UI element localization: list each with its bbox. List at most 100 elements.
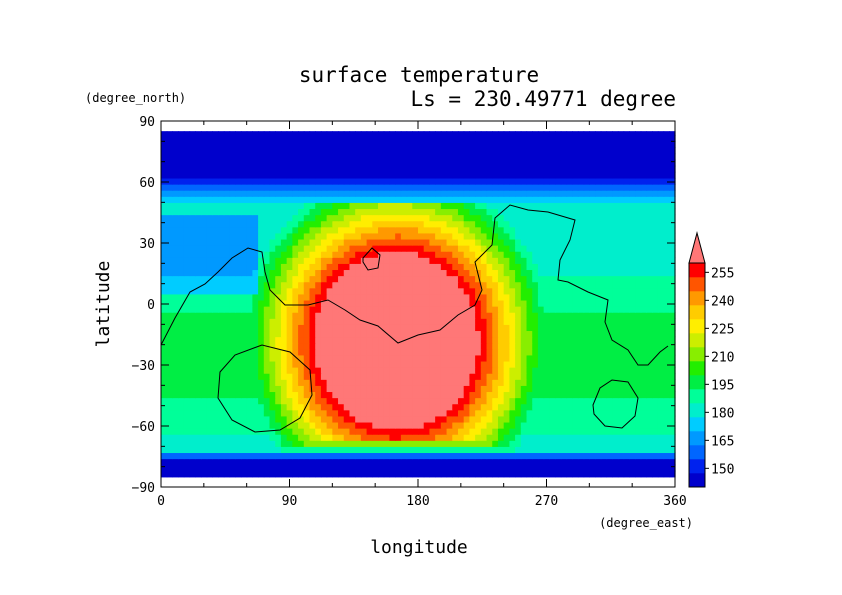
heatmap-cell — [212, 226, 219, 234]
heatmap-cell — [537, 153, 545, 161]
heatmap-cell — [583, 238, 590, 246]
heatmap-cell — [435, 159, 442, 167]
heatmap-cell — [617, 403, 625, 411]
heatmap-cell — [229, 275, 236, 283]
heatmap-cell — [366, 275, 373, 283]
heatmap-cell — [497, 196, 505, 203]
heatmap-cell — [235, 318, 242, 325]
heatmap-cell — [292, 263, 299, 271]
heatmap-cell — [166, 458, 174, 466]
heatmap-cell — [183, 263, 191, 271]
heatmap-cell — [515, 385, 522, 393]
heatmap-cell — [235, 409, 242, 417]
heatmap-cell — [229, 409, 236, 417]
heatmap-cell — [423, 238, 431, 246]
heatmap-cell — [275, 373, 282, 380]
heatmap-cell — [532, 177, 539, 185]
heatmap-cell — [258, 312, 265, 319]
heatmap-cell — [583, 428, 590, 435]
heatmap-cell — [332, 391, 339, 399]
heatmap-cell — [183, 208, 191, 216]
heatmap-cell — [475, 196, 482, 203]
heatmap-cell — [497, 269, 505, 277]
heatmap-cell — [183, 306, 191, 313]
heatmap-cell — [240, 421, 248, 429]
heatmap-cell — [412, 208, 419, 216]
heatmap-cell — [600, 409, 608, 417]
heatmap-cell — [480, 409, 488, 417]
heatmap-cell — [429, 428, 436, 435]
heatmap-cell — [560, 159, 568, 167]
heatmap-cell — [400, 464, 408, 472]
heatmap-cell — [497, 153, 505, 161]
heatmap-cell — [595, 226, 602, 234]
heatmap-cell — [315, 428, 322, 435]
heatmap-cell — [195, 434, 202, 441]
heatmap-cell — [406, 312, 413, 319]
heatmap-cell — [423, 306, 431, 313]
heatmap-cell — [326, 379, 333, 386]
heatmap-cell — [440, 421, 448, 429]
heatmap-cell — [555, 306, 562, 313]
heatmap-cell — [326, 415, 333, 423]
heatmap-cell — [395, 428, 402, 435]
heatmap-cell — [629, 251, 636, 258]
heatmap-cell — [286, 391, 293, 399]
heatmap-cell — [515, 141, 522, 149]
heatmap-cell — [646, 330, 653, 338]
heatmap-cell — [429, 159, 436, 167]
heatmap-cell — [172, 318, 179, 325]
heatmap-cell — [532, 165, 539, 173]
heatmap-cell — [583, 257, 590, 264]
heatmap-cell — [435, 190, 442, 197]
heatmap-cell — [429, 153, 436, 161]
heatmap-cell — [503, 403, 510, 411]
heatmap-cell — [657, 190, 665, 197]
heatmap-cell — [440, 184, 448, 191]
heatmap-cell — [497, 263, 505, 271]
heatmap-cell — [252, 324, 259, 332]
heatmap-cell — [595, 214, 602, 222]
heatmap-cell — [309, 306, 316, 313]
heatmap-cell — [452, 342, 459, 350]
heatmap-cell — [497, 202, 505, 210]
heatmap-cell — [218, 391, 225, 399]
heatmap-cell — [577, 220, 585, 228]
heatmap-cell — [537, 220, 545, 228]
heatmap-cell — [218, 177, 225, 185]
heatmap-cell — [600, 318, 608, 325]
heatmap-cell — [263, 415, 271, 423]
heatmap-cell — [452, 330, 459, 338]
heatmap-cell — [178, 312, 185, 319]
heatmap-cell — [657, 153, 665, 161]
heatmap-cell — [172, 263, 179, 271]
heatmap-cell — [595, 153, 602, 161]
heatmap-cell — [161, 251, 168, 258]
heatmap-cell — [172, 135, 179, 142]
heatmap-cell — [446, 458, 453, 466]
heatmap-cell — [172, 245, 179, 252]
heatmap-cell — [252, 147, 259, 155]
heatmap-cell — [269, 464, 276, 472]
heatmap-cell — [383, 470, 391, 478]
heatmap-cell — [560, 342, 568, 350]
heatmap-cell — [298, 415, 305, 423]
heatmap-cell — [446, 464, 453, 472]
heatmap-cell — [315, 360, 322, 368]
heatmap-cell — [583, 208, 590, 216]
heatmap-cell — [469, 397, 476, 405]
heatmap-cell — [240, 141, 248, 149]
heatmap-cell — [389, 415, 396, 423]
heatmap-cell — [600, 446, 608, 454]
heatmap-cell — [229, 312, 236, 319]
heatmap-cell — [372, 214, 379, 222]
heatmap-cell — [457, 251, 465, 258]
heatmap-cell — [549, 214, 556, 222]
heatmap-cell — [315, 342, 322, 350]
heatmap-cell — [480, 391, 488, 399]
heatmap-cell — [463, 318, 470, 325]
heatmap-cell — [378, 257, 385, 264]
heatmap-cell — [418, 360, 425, 368]
heatmap-cell — [640, 348, 648, 356]
heatmap-cell — [549, 379, 556, 386]
